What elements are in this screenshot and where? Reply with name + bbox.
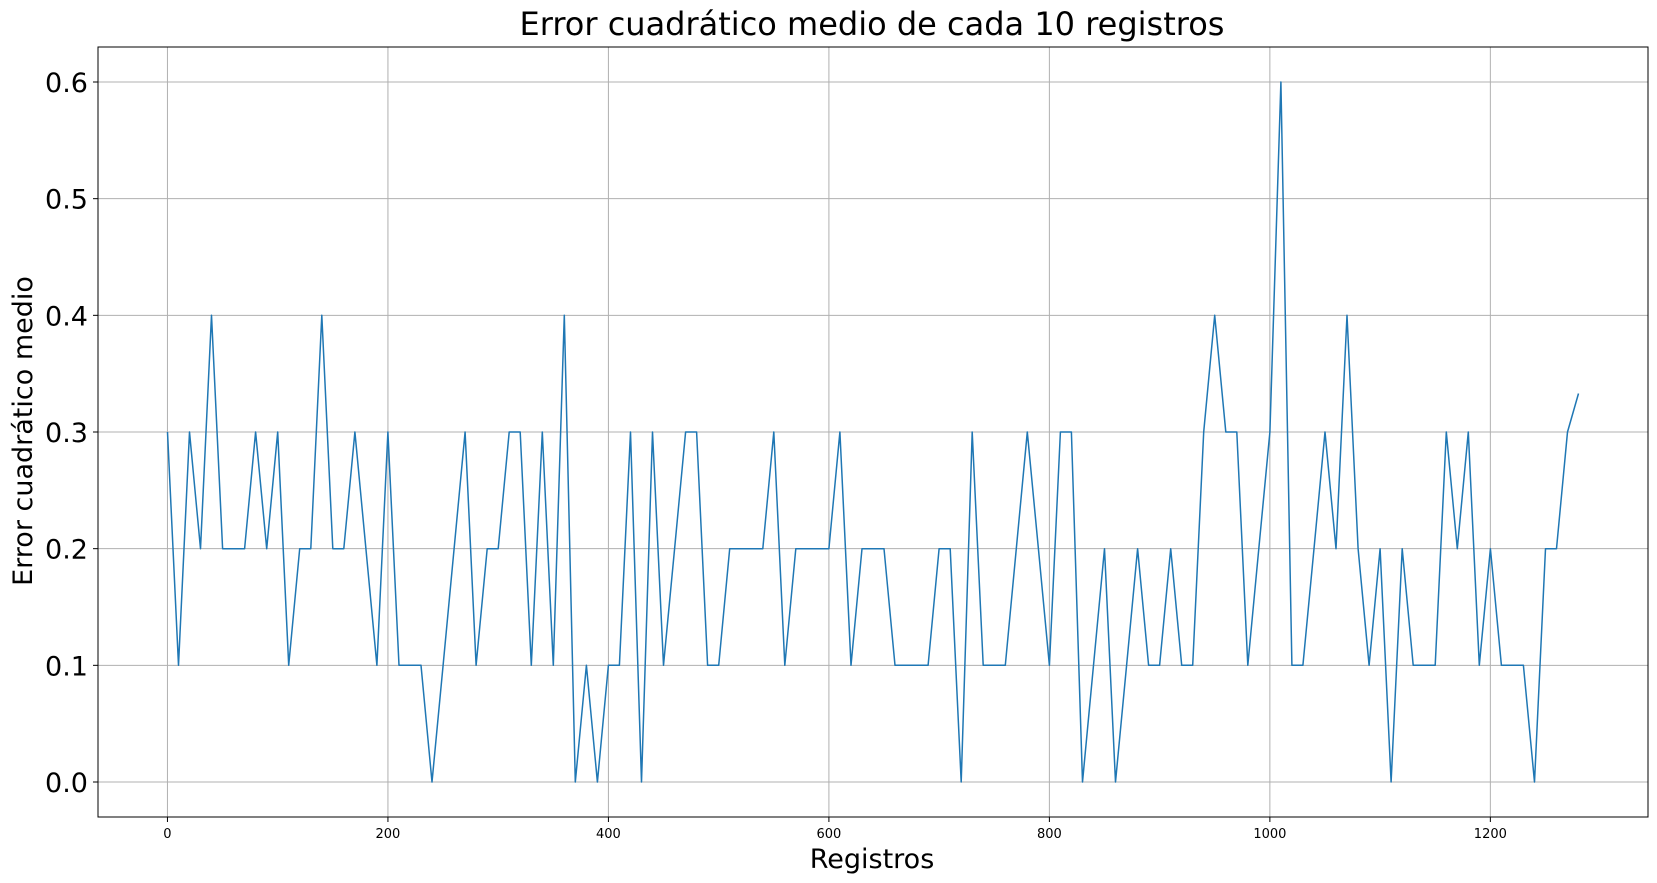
y-tick-label: 0.2 (45, 535, 88, 566)
series-line (166, 81, 1580, 783)
y-tick-label: 0.4 (45, 301, 88, 332)
x-tick-label: 600 (816, 827, 841, 842)
x-axis-ticks: 0 200 400 600 800 1000 1200 (163, 817, 1507, 842)
x-tick-label: 200 (376, 827, 401, 842)
y-tick-label: 0.5 (45, 185, 88, 216)
y-tick-label: 0.6 (45, 68, 88, 99)
x-tick-label: 800 (1037, 827, 1062, 842)
y-tick-label: 0.0 (45, 768, 88, 799)
grid-lines (98, 47, 1648, 817)
x-tick-label: 400 (596, 827, 621, 842)
y-axis-label: Error cuadrático medio (8, 276, 39, 586)
x-tick-label: 1000 (1253, 827, 1286, 842)
x-tick-label: 1200 (1474, 827, 1507, 842)
y-tick-label: 0.1 (45, 651, 88, 682)
chart-title: Error cuadrático medio de cada 10 regist… (520, 5, 1225, 43)
x-axis-label: Registros (810, 844, 935, 875)
x-tick-label: 0 (163, 827, 171, 842)
y-tick-label: 0.3 (45, 418, 88, 449)
y-axis-ticks: 0.0 0.1 0.2 0.3 0.4 0.5 0.6 (45, 68, 98, 799)
